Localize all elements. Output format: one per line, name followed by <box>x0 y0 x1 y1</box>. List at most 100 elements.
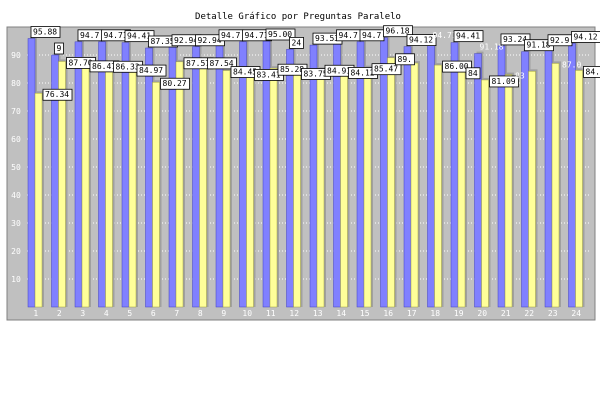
x-tick-label: 21 <box>501 309 511 318</box>
data-label: 92.94 <box>198 36 222 45</box>
data-label: 84 <box>468 69 478 78</box>
bar-series-2 <box>129 69 136 307</box>
bar-series-2 <box>411 63 418 307</box>
data-label: 89. <box>398 55 412 64</box>
x-tick-label: 9 <box>221 309 226 318</box>
x-tick-label: 20 <box>477 309 487 318</box>
bar-series-1 <box>334 42 341 307</box>
bar-series-2 <box>576 70 583 307</box>
y-tick-label: 90 <box>11 51 21 60</box>
y-tick-label: 40 <box>11 191 21 200</box>
y-tick-label: 20 <box>11 247 21 256</box>
bar-series-1 <box>75 42 82 307</box>
bar-series-2 <box>176 62 183 307</box>
data-label: 92.9 <box>550 36 569 45</box>
bar-series-2 <box>364 68 371 307</box>
data-label: 94.12 <box>574 32 598 41</box>
bar-series-1 <box>357 42 364 307</box>
x-tick-label: 7 <box>174 309 179 318</box>
data-label: 84.91 <box>327 66 351 75</box>
x-tick-label: 13 <box>313 309 323 318</box>
data-label: 84.45 <box>233 68 257 77</box>
x-tick-label: 8 <box>198 309 203 318</box>
data-label: 86.33 <box>116 62 140 71</box>
bar-series-1 <box>545 47 552 307</box>
data-label: 94.7 <box>339 31 358 40</box>
data-label: 9 <box>57 44 62 53</box>
data-label: 87.35 <box>151 37 175 46</box>
x-tick-label: 1 <box>33 309 38 318</box>
bar-series-2 <box>317 69 324 307</box>
data-label: 84.50 <box>586 67 600 76</box>
data-label: 87.57 <box>186 59 210 68</box>
bar-series-2 <box>435 65 442 307</box>
x-tick-label: 12 <box>289 309 299 318</box>
data-label: 87.70 <box>69 58 93 67</box>
bar-series-2 <box>82 65 89 307</box>
data-label: 95.00 <box>268 30 292 39</box>
x-tick-label: 14 <box>336 309 346 318</box>
data-label: 83.75 <box>304 70 328 79</box>
data-label: 96.18 <box>386 27 410 36</box>
data-label: 80.27 <box>163 79 187 88</box>
bar-series-1 <box>404 47 411 307</box>
bar-series-2 <box>106 65 113 307</box>
y-tick-label: 80 <box>11 79 21 88</box>
data-label: 91.18 <box>527 41 551 50</box>
bar-series-1 <box>451 43 458 307</box>
data-label: 93.24 <box>503 35 527 44</box>
data-label: 76.34 <box>45 90 69 99</box>
data-label: 94.41 <box>456 32 480 41</box>
bar-series-2 <box>270 68 277 307</box>
bar-series-2 <box>529 71 536 307</box>
data-label: 87.0 <box>562 60 581 69</box>
data-label: 94.71 <box>104 31 128 40</box>
data-label: 94.7 <box>80 31 99 40</box>
x-tick-label: 4 <box>104 309 109 318</box>
y-tick-label: 10 <box>11 275 21 284</box>
bar-series-1 <box>310 45 317 307</box>
bar-series-2 <box>153 82 160 307</box>
data-label: 94.71 <box>245 31 269 40</box>
data-label: 94.7 <box>362 31 381 40</box>
y-tick-label: 50 <box>11 163 21 172</box>
x-tick-label: 10 <box>242 309 252 318</box>
bar-series-2 <box>341 71 348 307</box>
x-tick-label: 15 <box>360 309 370 318</box>
data-label: 94.12 <box>409 36 433 45</box>
bar-series-1 <box>287 49 294 307</box>
bar-series-2 <box>552 63 559 307</box>
data-label: 94.7 <box>221 31 240 40</box>
x-tick-label: 6 <box>151 309 156 318</box>
x-tick-label: 16 <box>383 309 393 318</box>
y-tick-label: 60 <box>11 135 21 144</box>
data-label: 83.41 <box>257 70 281 79</box>
data-label: 92.94 <box>174 36 198 45</box>
x-tick-label: 17 <box>407 309 417 318</box>
y-tick-label: 30 <box>11 219 21 228</box>
x-tick-label: 22 <box>524 309 534 318</box>
data-label: 87.54 <box>210 59 234 68</box>
bar-series-1 <box>381 38 388 307</box>
data-label: 95.88 <box>33 28 57 37</box>
bar-series-2 <box>458 72 465 307</box>
data-label: 24 <box>292 38 302 47</box>
bar-series-1 <box>28 39 35 307</box>
bar-series-1 <box>522 52 529 307</box>
data-label: 81.09 <box>492 77 516 86</box>
bar-series-2 <box>223 71 230 307</box>
bar-series-2 <box>294 73 301 308</box>
bar-series-1 <box>99 42 106 307</box>
data-label: 86.00 <box>445 62 469 71</box>
bar-series-2 <box>505 75 512 307</box>
bar-series-1 <box>146 48 153 307</box>
bar-series-2 <box>35 93 42 307</box>
bar-series-1 <box>263 41 270 307</box>
data-label: 84.97 <box>139 66 163 75</box>
bar-series-1 <box>193 47 200 307</box>
x-tick-label: 3 <box>80 309 85 318</box>
bar-series-1 <box>122 43 129 307</box>
chart-title: Detalle Gráfico por Preguntas Paralelo <box>195 12 401 22</box>
